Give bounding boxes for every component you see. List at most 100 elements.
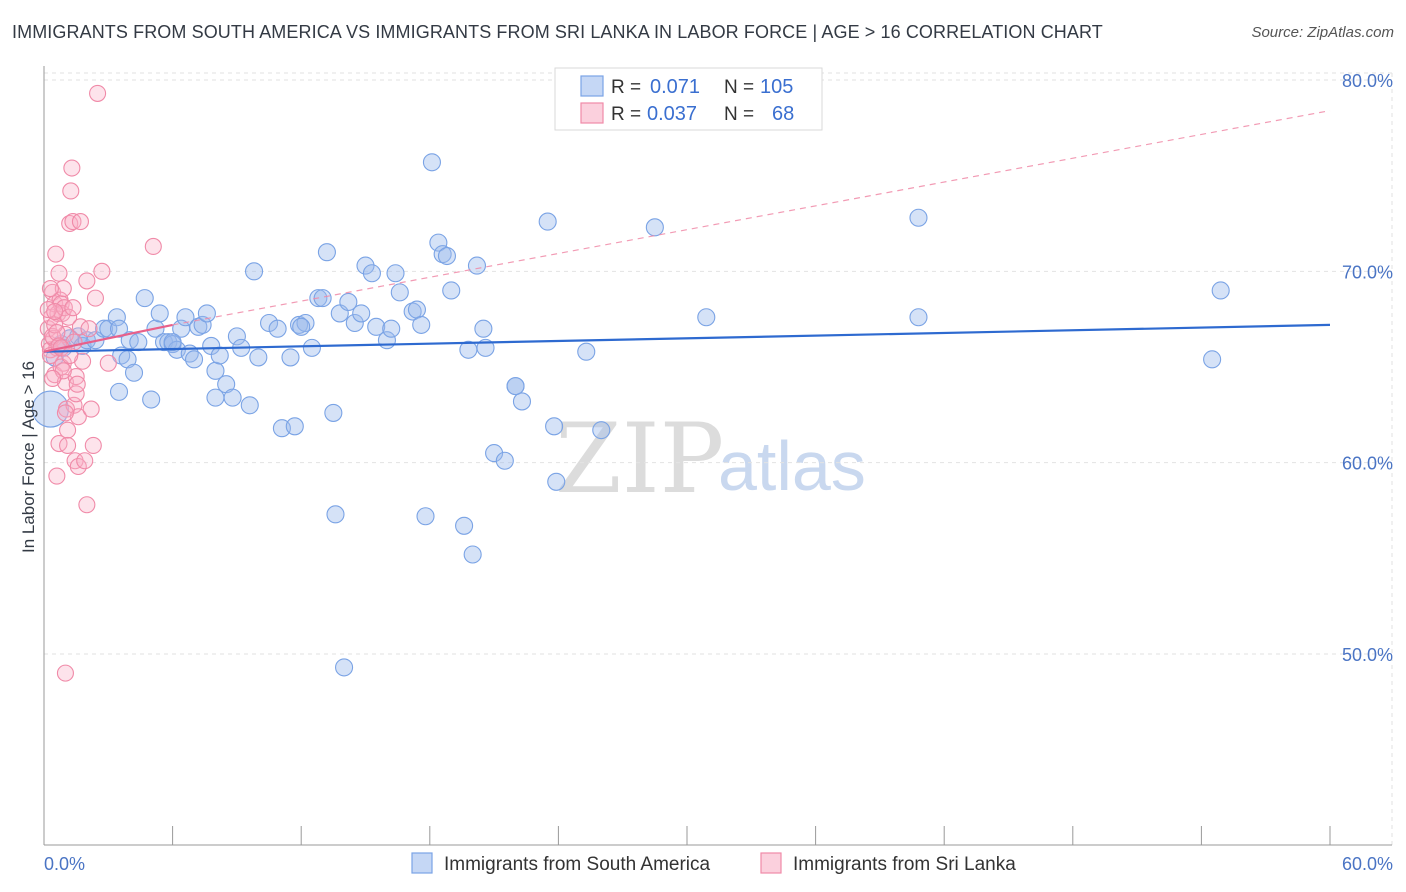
point-south-america bbox=[94, 319, 114, 338]
point-south-america bbox=[577, 342, 596, 361]
point-sri-lanka bbox=[71, 213, 89, 231]
legend-swatch-south-america bbox=[580, 75, 604, 97]
point-south-america bbox=[512, 392, 532, 411]
y-tick-label: 60.0% bbox=[1342, 454, 1393, 474]
point-sri-lanka bbox=[44, 369, 62, 388]
point-south-america bbox=[382, 319, 401, 338]
point-sri-lanka bbox=[47, 245, 65, 263]
point-sri-lanka bbox=[50, 264, 68, 282]
y-tick-label: 50.0% bbox=[1342, 645, 1393, 665]
legend-swatch-sri-lanka bbox=[580, 102, 604, 124]
point-south-america bbox=[223, 388, 242, 407]
point-south-america bbox=[109, 319, 129, 338]
point-south-america bbox=[386, 264, 405, 283]
point-sri-lanka bbox=[80, 320, 98, 338]
point-south-america bbox=[422, 153, 441, 172]
point-sri-lanka bbox=[84, 436, 102, 454]
point-sri-lanka bbox=[76, 452, 94, 470]
point-south-america bbox=[437, 246, 456, 266]
point-south-america bbox=[495, 451, 514, 470]
point-sri-lanka bbox=[68, 375, 86, 393]
point-south-america bbox=[249, 348, 268, 367]
point-south-america bbox=[150, 304, 169, 323]
trend-line-sri-lanka-extended bbox=[172, 110, 1331, 326]
bottom-legend-swatch-south-america bbox=[411, 852, 433, 874]
x-tick-label-min: 0.0% bbox=[44, 854, 85, 874]
point-south-america bbox=[474, 319, 493, 338]
tick-labels: 50.0% 60.0% 70.0% 80.0% 0.0% 60.0% bbox=[44, 71, 1393, 874]
y-axis-label: In Labor Force | Age > 16 bbox=[19, 361, 38, 553]
point-south-america bbox=[302, 338, 321, 357]
point-south-america bbox=[362, 264, 381, 283]
point-south-america bbox=[285, 417, 304, 436]
point-south-america bbox=[352, 304, 371, 323]
point-south-america bbox=[176, 308, 195, 327]
legend-n-value-1: 105 bbox=[760, 76, 793, 98]
point-sri-lanka bbox=[78, 496, 96, 514]
point-south-america bbox=[240, 396, 259, 415]
trend-line-south-america bbox=[43, 323, 1331, 353]
point-sri-lanka bbox=[64, 299, 82, 317]
point-south-america bbox=[467, 256, 487, 275]
stats-legend: R = 0.071 N = 105 R = 0.037 N = 68 bbox=[554, 67, 823, 131]
trend-lines bbox=[43, 110, 1331, 353]
point-south-america bbox=[124, 363, 144, 382]
point-south-america bbox=[463, 545, 482, 564]
point-south-america bbox=[345, 313, 364, 333]
point-south-america bbox=[909, 308, 928, 327]
point-south-america bbox=[545, 417, 564, 436]
point-south-america bbox=[197, 304, 216, 323]
point-sri-lanka bbox=[48, 467, 66, 485]
legend-r-label-2: R = bbox=[611, 104, 641, 125]
series-legend: Immigrants from South America Immigrants… bbox=[411, 852, 1016, 875]
point-south-america bbox=[135, 289, 154, 308]
legend-n-value-2: 68 bbox=[772, 103, 794, 125]
point-south-america bbox=[281, 348, 300, 367]
point-south-america bbox=[356, 256, 375, 275]
point-south-america bbox=[244, 262, 264, 281]
point-south-america bbox=[909, 208, 928, 227]
grid-lines bbox=[44, 72, 1393, 845]
point-sri-lanka bbox=[56, 664, 74, 682]
point-south-america bbox=[538, 212, 557, 231]
point-south-america bbox=[107, 308, 126, 327]
point-sri-lanka bbox=[69, 408, 87, 426]
point-south-america bbox=[335, 658, 354, 677]
point-sri-lanka bbox=[61, 346, 79, 365]
point-south-america bbox=[547, 472, 566, 491]
point-sri-lanka bbox=[99, 354, 117, 372]
axes bbox=[43, 66, 1392, 846]
point-south-america bbox=[1211, 281, 1230, 300]
point-sri-lanka bbox=[86, 289, 104, 307]
point-south-america bbox=[109, 382, 129, 401]
legend-n-label-1: N = bbox=[724, 77, 754, 98]
point-sri-lanka bbox=[82, 400, 100, 418]
legend-r-value-2: 0.037 bbox=[647, 103, 697, 125]
point-south-america bbox=[1203, 350, 1222, 369]
point-south-america bbox=[163, 333, 182, 352]
point-south-america bbox=[210, 346, 229, 365]
point-south-america bbox=[268, 319, 287, 338]
point-south-america bbox=[442, 281, 461, 300]
point-south-america bbox=[292, 317, 311, 336]
y-tick-label: 70.0% bbox=[1342, 262, 1393, 282]
bottom-legend-label-south-america: Immigrants from South America bbox=[444, 854, 711, 875]
x-tick-label-max: 60.0% bbox=[1342, 854, 1393, 874]
point-sri-lanka bbox=[69, 457, 87, 476]
y-tick-label: 80.0% bbox=[1342, 71, 1393, 91]
point-sri-lanka bbox=[56, 404, 74, 422]
legend-n-label-2: N = bbox=[724, 104, 754, 125]
source-label: Source: ZipAtlas.com bbox=[1251, 24, 1394, 41]
point-sri-lanka bbox=[59, 421, 77, 439]
point-south-america bbox=[367, 317, 386, 336]
legend-r-label-1: R = bbox=[611, 77, 641, 98]
point-sri-lanka bbox=[46, 302, 64, 321]
point-sri-lanka bbox=[39, 301, 57, 319]
point-sri-lanka bbox=[41, 280, 59, 298]
point-south-america bbox=[645, 218, 664, 237]
bottom-legend-label-sri-lanka: Immigrants from Sri Lanka bbox=[793, 854, 1016, 875]
bottom-legend-swatch-sri-lanka bbox=[760, 852, 782, 874]
point-south-america bbox=[184, 350, 204, 369]
point-south-america bbox=[592, 421, 611, 440]
point-south-america bbox=[324, 403, 343, 422]
